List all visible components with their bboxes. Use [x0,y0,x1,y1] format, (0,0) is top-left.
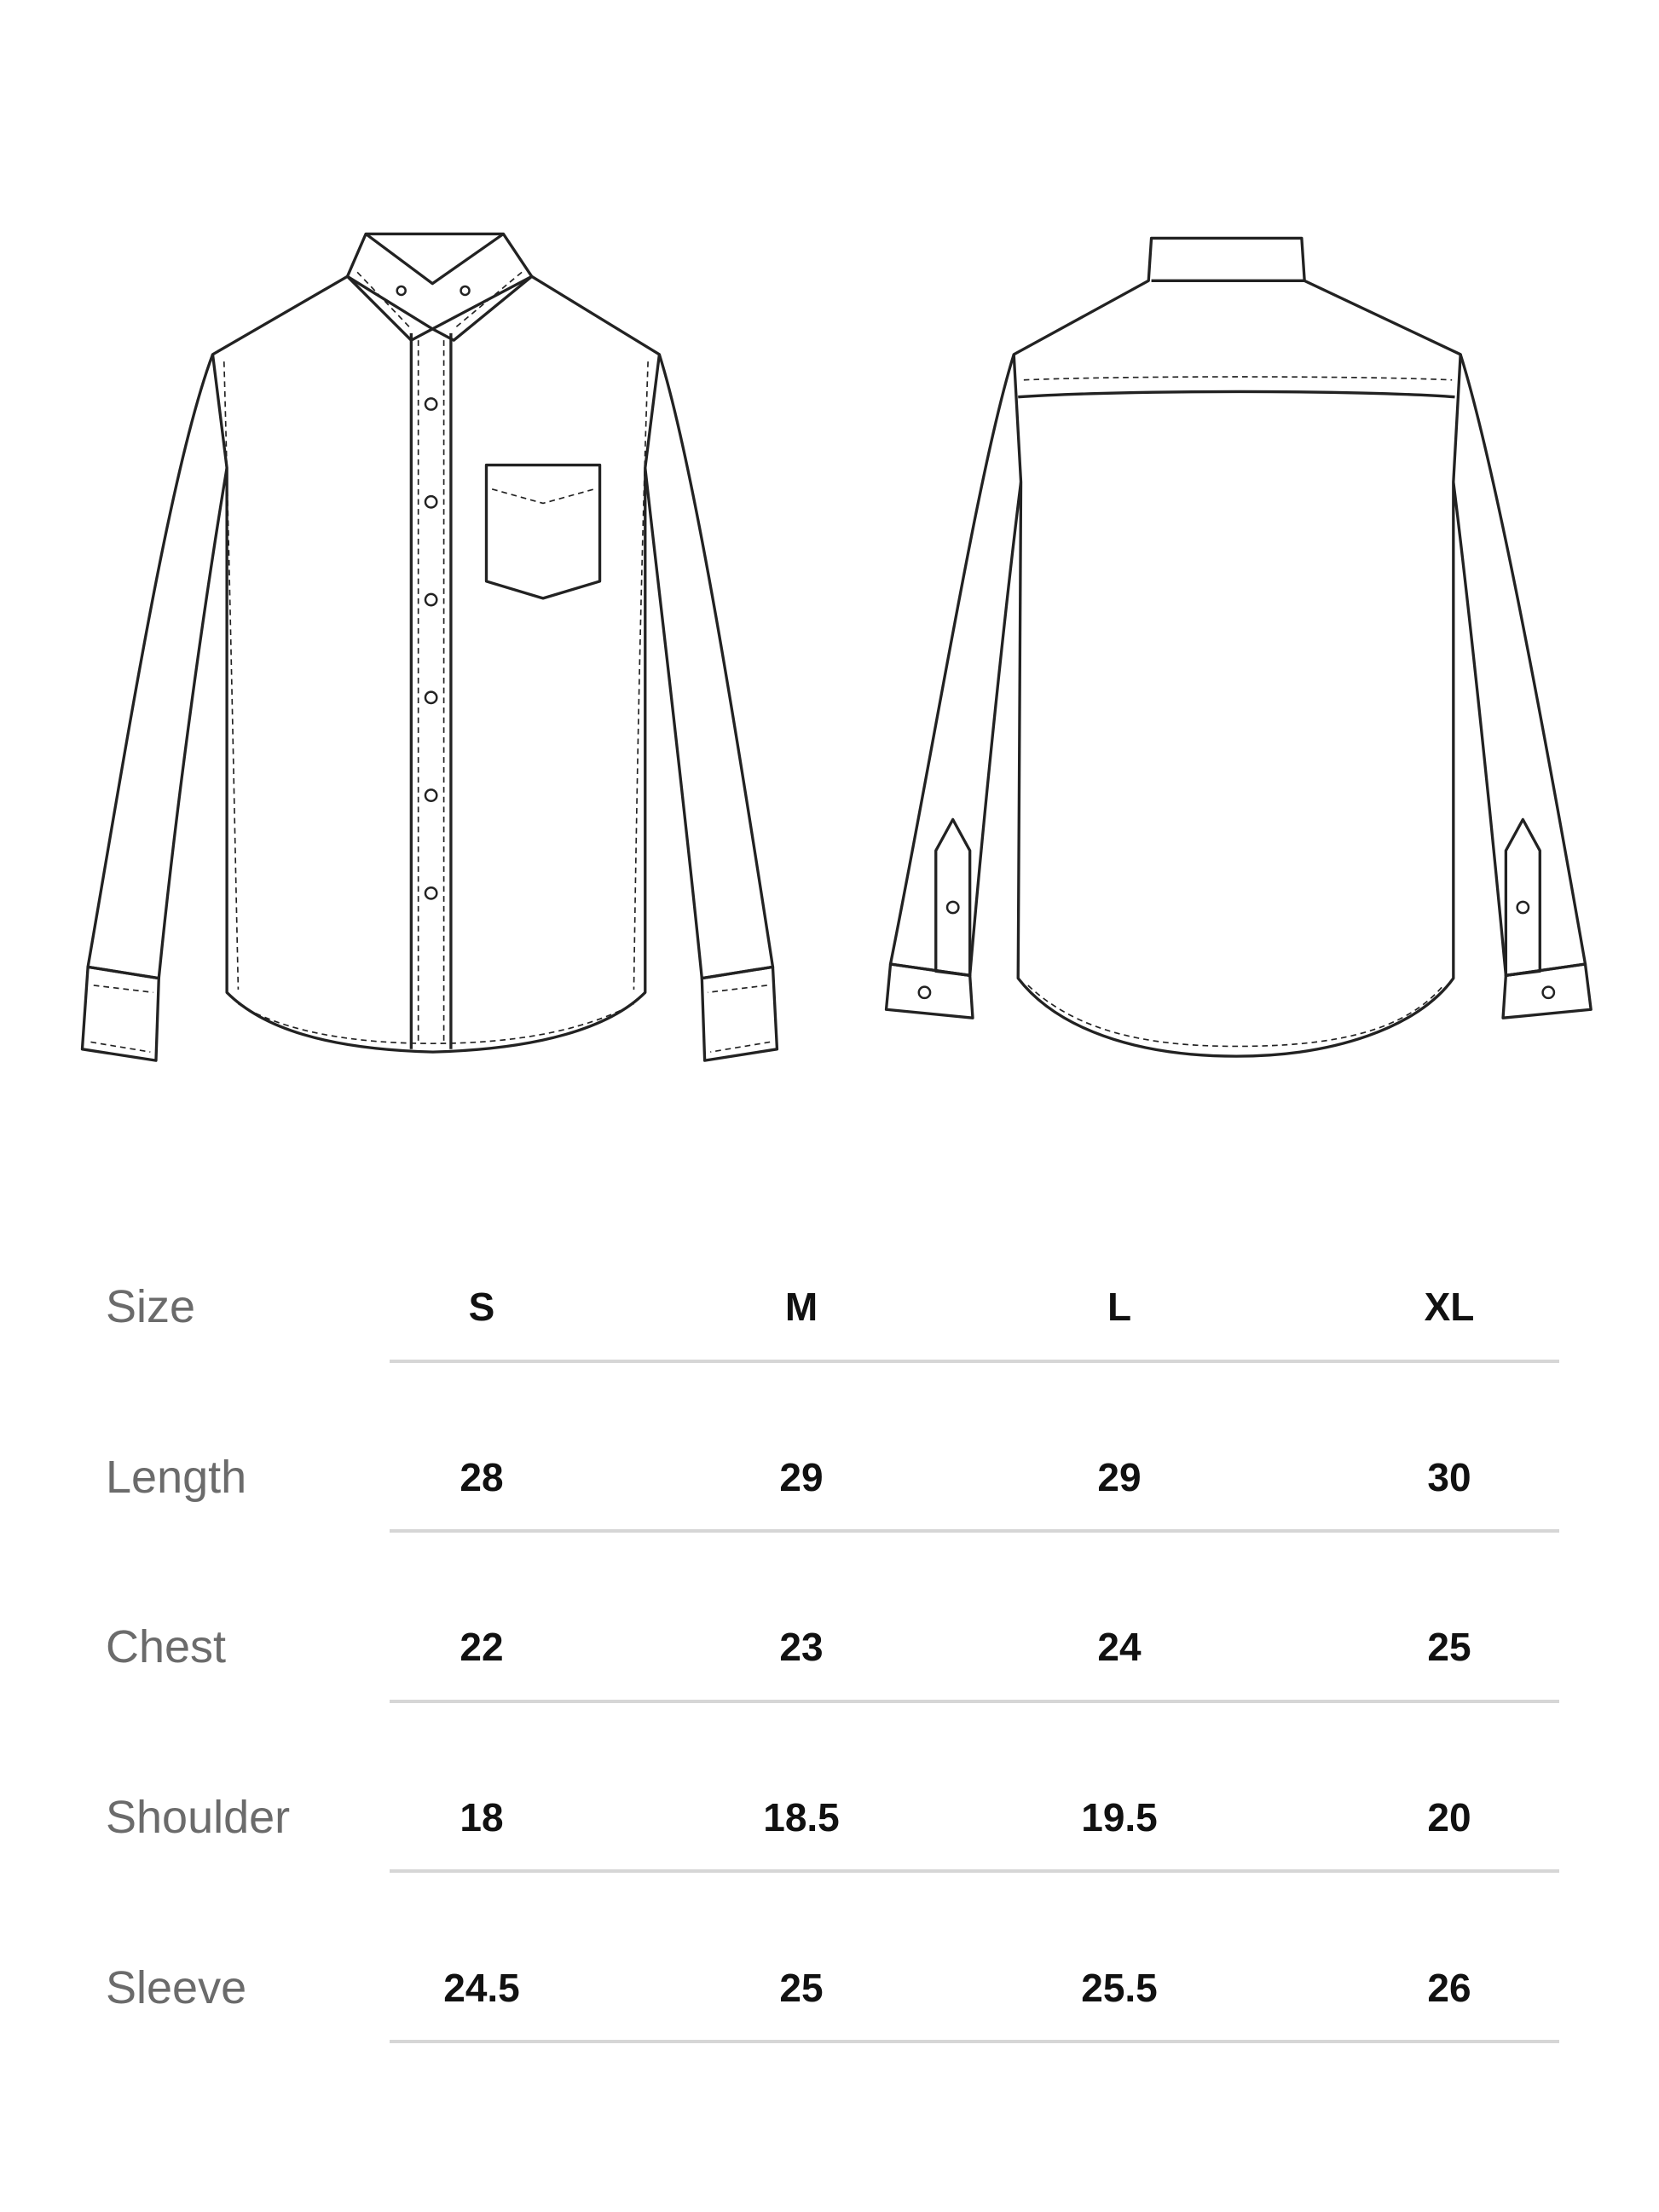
shirt-illustrations [80,232,1593,1062]
row-label-length: Length [106,1452,247,1503]
table-cell: 26 [1427,1966,1471,2010]
row-label-sleeve: Sleeve [106,1962,247,2013]
size-header-label: Size [106,1281,196,1332]
table-cell: 24 [1097,1625,1142,1669]
table-cell: 28 [460,1455,504,1499]
row-label-chest: Chest [106,1621,227,1672]
row-divider [390,2040,1559,2043]
table-cell: 25.5 [1081,1966,1158,2010]
table-cell: 18 [460,1795,504,1839]
table-cell: 20 [1427,1795,1471,1839]
table-cell: 25 [779,1966,824,2010]
size-header-xl: XL [1424,1285,1475,1329]
table-cell: 24.5 [443,1966,520,2010]
row-divider [390,1360,1559,1363]
size-header-l: L [1107,1285,1132,1329]
table-cell: 25 [1427,1625,1471,1669]
table-cell: 29 [1097,1455,1142,1499]
row-label-shoulder: Shoulder [106,1792,291,1843]
table-cell: 23 [779,1625,824,1669]
size-header-m: M [784,1285,818,1329]
row-divider [390,1869,1559,1873]
table-cell: 29 [779,1455,824,1499]
table-cell: 30 [1427,1455,1471,1499]
shirt-back-illustration [884,236,1593,1058]
row-divider [390,1700,1559,1703]
shirt-front-illustration [80,232,779,1062]
size-header-s: S [468,1285,495,1329]
table-cell: 22 [460,1625,504,1669]
table-cell: 18.5 [763,1795,840,1839]
table-cell: 19.5 [1081,1795,1158,1839]
row-divider [390,1529,1559,1533]
